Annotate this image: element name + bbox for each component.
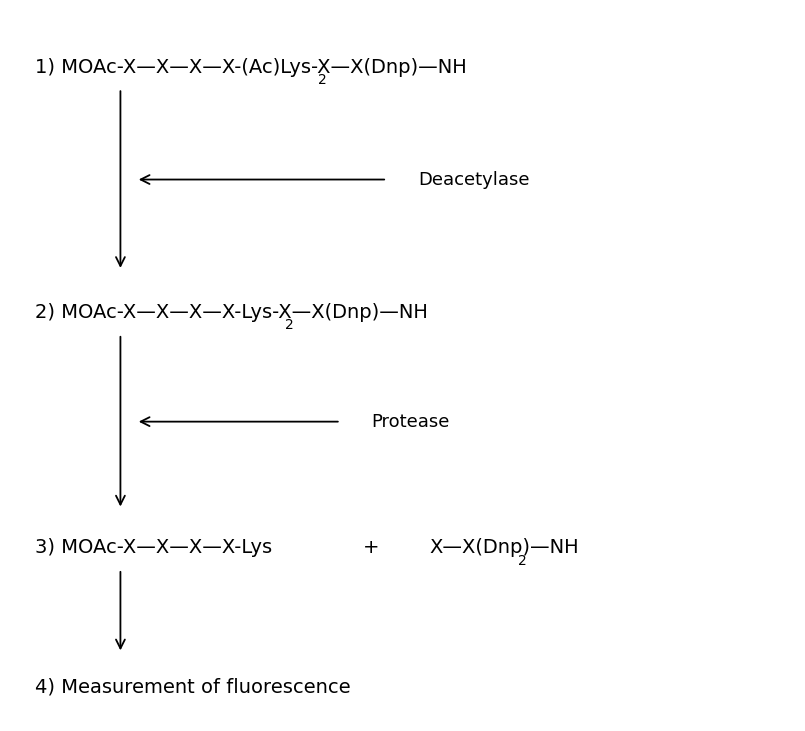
Text: +: + (363, 539, 380, 558)
Text: Protease: Protease (372, 412, 450, 431)
Text: 4) Measurement of fluorescence: 4) Measurement of fluorescence (35, 678, 351, 697)
Text: 2) MOAc-X—X—X—X-Lys-X—X(Dnp)—NH: 2) MOAc-X—X—X—X-Lys-X—X(Dnp)—NH (35, 303, 428, 322)
Text: 2: 2 (518, 553, 527, 567)
Text: 1) MOAc-X—X—X—X-(Ac)Lys-X—X(Dnp)—NH: 1) MOAc-X—X—X—X-(Ac)Lys-X—X(Dnp)—NH (35, 58, 467, 77)
Text: X—X(Dnp)—NH: X—X(Dnp)—NH (430, 539, 579, 558)
Text: 2: 2 (286, 319, 294, 333)
Text: Deacetylase: Deacetylase (418, 170, 530, 189)
Text: 3) MOAc-X—X—X—X-Lys: 3) MOAc-X—X—X—X-Lys (35, 539, 273, 558)
Text: 2: 2 (318, 73, 326, 87)
